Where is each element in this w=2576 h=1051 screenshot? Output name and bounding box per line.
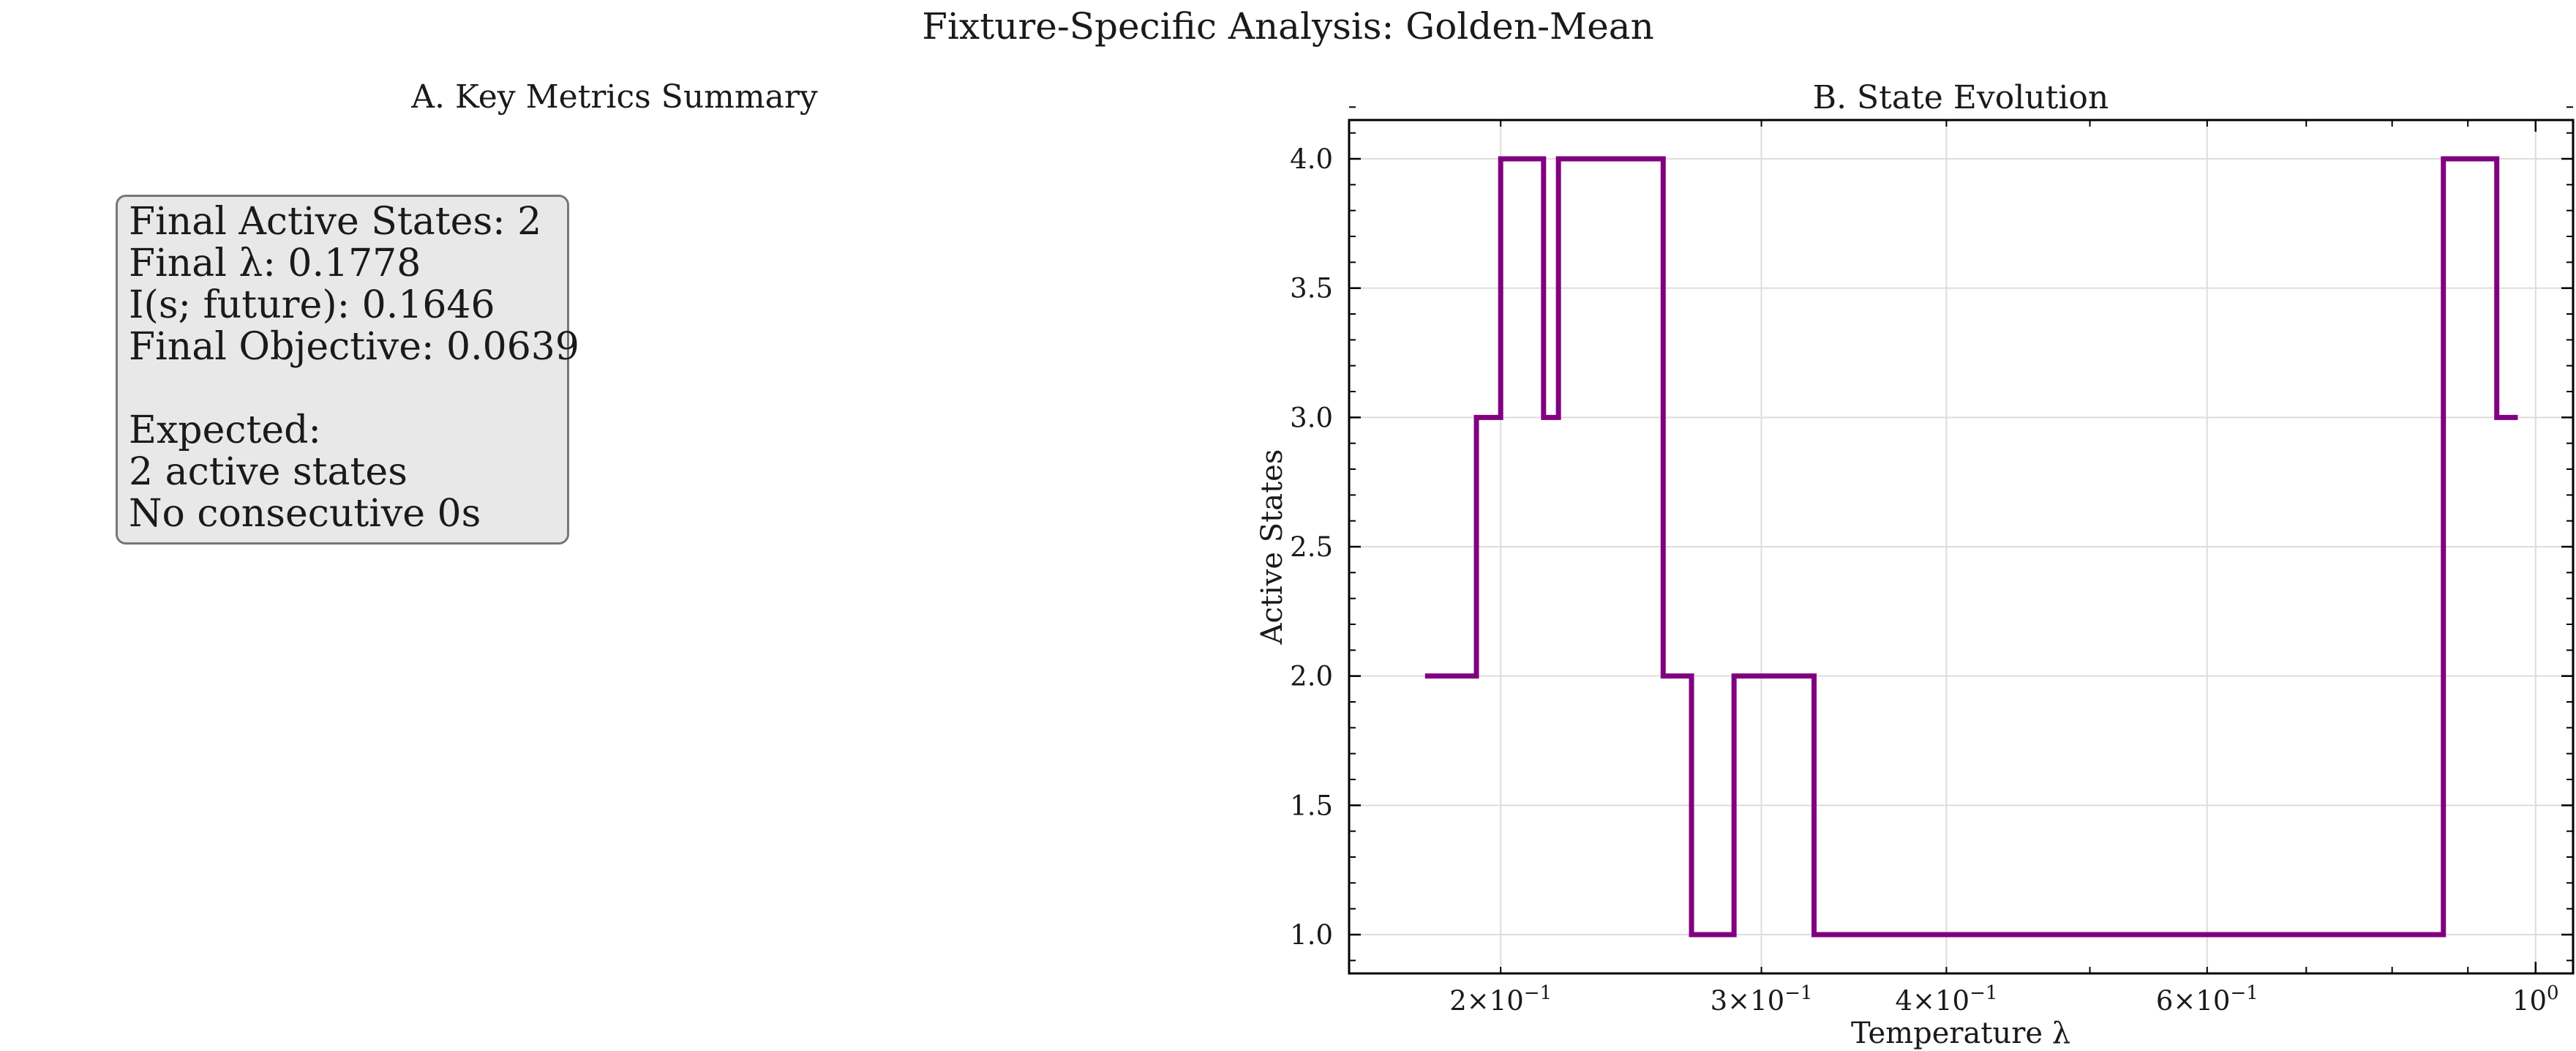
state-evolution-line bbox=[1424, 156, 2518, 938]
y-tick-label: 3.5 bbox=[1290, 273, 1333, 304]
y-tick-label: 2.0 bbox=[1290, 661, 1333, 692]
metrics-line: Final λ: 0.1778 bbox=[129, 242, 421, 285]
series-active-states bbox=[1424, 156, 2518, 938]
y-tick-label: 2.5 bbox=[1290, 531, 1333, 563]
x-tick-label: 6×10−1 bbox=[2156, 982, 2258, 1017]
y-tick-label: 1.5 bbox=[1290, 790, 1333, 821]
x-tick-label: 2×10−1 bbox=[1449, 982, 1552, 1017]
figure-title: Fixture-Specific Analysis: Golden-Mean bbox=[922, 5, 1654, 48]
x-axis-label: Temperature λ bbox=[1851, 1017, 2070, 1050]
panel-a-title: A. Key Metrics Summary bbox=[411, 78, 818, 116]
y-axis-label: Active States bbox=[1255, 449, 1289, 646]
chart-title: B. State Evolution bbox=[1813, 79, 2109, 116]
x-tick-label: 3×10−1 bbox=[1711, 982, 1813, 1017]
y-tick-label: 4.0 bbox=[1290, 143, 1333, 175]
metrics-summary-box: Final Active States: 2 Final λ: 0.1778 I(s… bbox=[116, 195, 579, 545]
y-tick-label: 1.0 bbox=[1290, 919, 1333, 951]
metrics-line: I(s; future): 0.1646 bbox=[129, 283, 495, 327]
grid-lines bbox=[1349, 120, 2573, 973]
metrics-line: Final Active States: 2 bbox=[129, 200, 542, 244]
metrics-line: 2 active states bbox=[129, 450, 408, 494]
metrics-line: Final Objective: 0.0639 bbox=[129, 325, 579, 369]
x-tick-label: 100 bbox=[2512, 982, 2559, 1017]
y-tick-label: 3.0 bbox=[1290, 402, 1333, 433]
axis-ticks: 1.0 1.5 2.0 2.5 3.0 3.5 4.0 2×10−1 3×10−1 4×10−1 6… bbox=[1290, 106, 2573, 1017]
x-tick-label: 4×10−1 bbox=[1895, 982, 1997, 1017]
metrics-line: No consecutive 0s bbox=[129, 492, 481, 536]
metrics-line: Expected: bbox=[129, 408, 321, 452]
